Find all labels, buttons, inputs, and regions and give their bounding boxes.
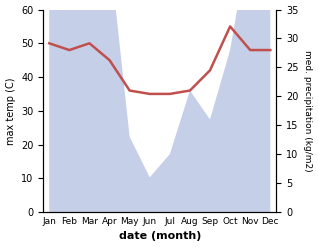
Y-axis label: max temp (C): max temp (C) <box>5 77 16 144</box>
X-axis label: date (month): date (month) <box>119 231 201 242</box>
Y-axis label: med. precipitation (kg/m2): med. precipitation (kg/m2) <box>303 50 313 172</box>
